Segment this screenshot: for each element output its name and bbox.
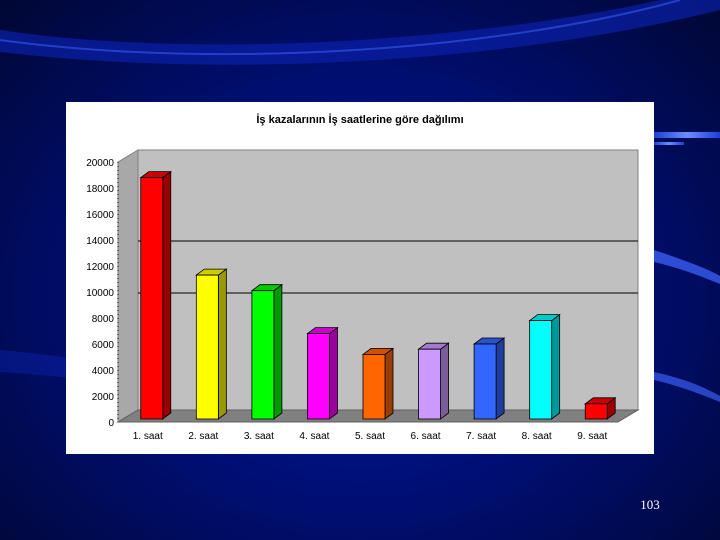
- x-tick-label: 4. saat: [299, 431, 329, 442]
- bar: [195, 268, 228, 420]
- bar: [417, 342, 450, 420]
- y-tick-label: 0: [108, 418, 114, 429]
- x-tick-label: 6. saat: [411, 431, 441, 442]
- y-tick-label: 18000: [86, 184, 114, 195]
- decorative-bar: [654, 132, 720, 138]
- y-tick-label: 8000: [92, 314, 115, 325]
- y-tick-label: 12000: [86, 262, 114, 273]
- bar-chart: 0 2000 4000 6000 8000 10000 12000 14000 16000 180…: [86, 149, 640, 442]
- plot-side-wall: [117, 149, 139, 423]
- y-tick-label: 2000: [92, 392, 115, 403]
- bar: [139, 170, 172, 420]
- bar: [250, 283, 284, 420]
- bar: [306, 326, 339, 420]
- bar: [584, 396, 617, 420]
- y-tick-label: 6000: [92, 340, 115, 351]
- x-tick-label: 5. saat: [355, 431, 385, 442]
- x-tick-label: 2. saat: [188, 431, 218, 442]
- y-tick-label: 10000: [86, 288, 114, 299]
- bar: [361, 347, 395, 420]
- bar: [528, 313, 561, 420]
- x-tick-label: 9. saat: [577, 431, 607, 442]
- x-tick-label: 8. saat: [522, 431, 552, 442]
- y-tick-label: 14000: [86, 236, 114, 247]
- chart-title: İş kazalarının İş saatlerine göre dağılı…: [256, 114, 464, 126]
- slide-number: 103: [640, 497, 660, 512]
- y-tick-label: 4000: [92, 366, 115, 377]
- x-tick-label: 3. saat: [244, 431, 274, 442]
- decorative-bar: [654, 142, 684, 145]
- x-tick-label: 1. saat: [133, 431, 163, 442]
- y-tick-label: 16000: [86, 210, 114, 221]
- chart-panel: İş kazalarının İş saatlerine göre dağılı…: [66, 102, 654, 454]
- x-tick-label: 7. saat: [466, 431, 496, 442]
- bar: [472, 337, 506, 420]
- y-tick-label: 20000: [86, 158, 114, 169]
